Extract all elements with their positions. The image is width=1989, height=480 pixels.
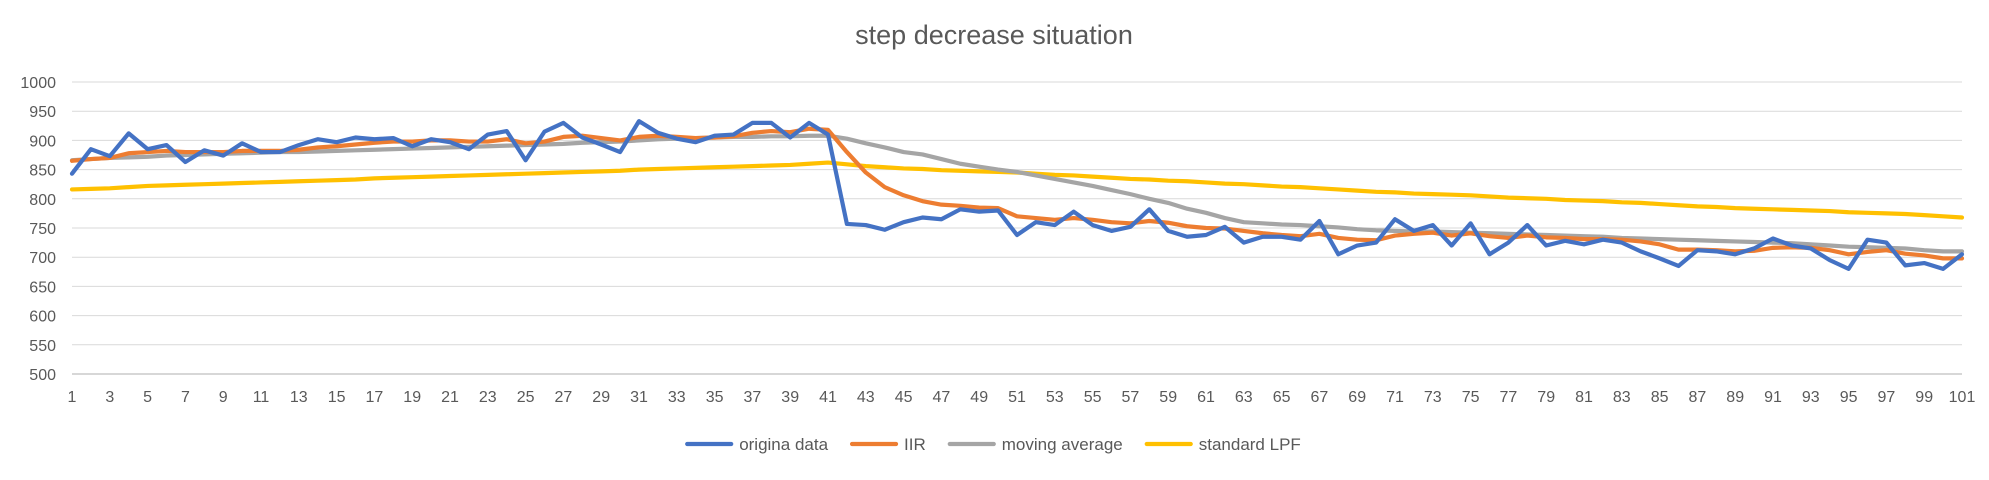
y-tick-label: 800 [29, 192, 56, 209]
x-tick-label: 97 [1878, 389, 1896, 406]
y-tick-label: 600 [29, 309, 56, 326]
x-tick-label: 79 [1537, 389, 1555, 406]
x-tick-label: 7 [181, 389, 190, 406]
x-tick-label: 3 [105, 389, 114, 406]
x-tick-label: 19 [403, 389, 421, 406]
y-tick-label: 550 [29, 338, 56, 355]
x-tick-label: 61 [1197, 389, 1215, 406]
x-tick-label: 43 [857, 389, 875, 406]
y-tick-label: 650 [29, 279, 56, 296]
x-tick-label: 21 [441, 389, 459, 406]
legend-item: standard LPF [1144, 435, 1301, 454]
x-tick-label: 15 [328, 389, 346, 406]
x-tick-label: 55 [1084, 389, 1102, 406]
x-tick-label: 49 [970, 389, 988, 406]
legend: origina data IIR moving average standard LP… [685, 435, 1301, 454]
series-line-moving-average [69, 133, 1965, 254]
y-tick-label: 500 [29, 367, 56, 384]
legend-item: origina data [685, 435, 829, 454]
x-tick-label: 59 [1159, 389, 1177, 406]
y-tick-label: 850 [29, 163, 56, 180]
x-tick-label: 53 [1046, 389, 1064, 406]
series-line-iir [69, 126, 1965, 261]
legend-label: standard LPF [1199, 435, 1301, 454]
x-tick-label: 47 [933, 389, 951, 406]
gridlines [72, 81, 1962, 375]
x-tick-label: 25 [517, 389, 535, 406]
x-tick-label: 73 [1424, 389, 1442, 406]
x-axis-tick-labels: 1 3 5 7 9 11 13 15 17 19 21 23 25 27 29 31 33 35 37 39 41 43 4… [68, 389, 1976, 406]
x-tick-label: 27 [555, 389, 573, 406]
x-tick-label: 75 [1462, 389, 1480, 406]
x-tick-label: 17 [366, 389, 384, 406]
x-tick-label: 91 [1764, 389, 1782, 406]
y-tick-label: 950 [29, 104, 56, 121]
y-tick-label: 900 [29, 133, 56, 150]
y-tick-label: 700 [29, 250, 56, 267]
x-tick-label: 9 [219, 389, 228, 406]
x-tick-label: 83 [1613, 389, 1631, 406]
y-tick-label: 1000 [20, 75, 56, 92]
x-tick-label: 77 [1500, 389, 1518, 406]
x-tick-label: 51 [1008, 389, 1026, 406]
x-tick-label: 71 [1386, 389, 1404, 406]
legend-label: origina data [739, 435, 828, 454]
x-tick-label: 23 [479, 389, 497, 406]
series-lines [69, 119, 1965, 271]
x-tick-label: 65 [1273, 389, 1291, 406]
x-tick-label: 85 [1651, 389, 1669, 406]
x-tick-label: 87 [1689, 389, 1707, 406]
x-tick-label: 39 [781, 389, 799, 406]
x-tick-label: 11 [253, 389, 270, 406]
x-tick-label: 93 [1802, 389, 1820, 406]
x-tick-label: 101 [1949, 389, 1976, 406]
x-tick-label: 33 [668, 389, 686, 406]
x-tick-label: 13 [290, 389, 308, 406]
x-tick-label: 81 [1575, 389, 1593, 406]
x-tick-label: 63 [1235, 389, 1253, 406]
x-tick-label: 89 [1726, 389, 1744, 406]
legend-label: IIR [904, 435, 926, 454]
x-tick-label: 95 [1840, 389, 1858, 406]
x-tick-label: 41 [819, 389, 837, 406]
x-tick-label: 67 [1311, 389, 1329, 406]
x-tick-label: 29 [592, 389, 610, 406]
x-tick-label: 99 [1915, 389, 1933, 406]
x-tick-label: 69 [1348, 389, 1366, 406]
y-axis-tick-labels: 500 550 600 650 700 750 800 850 900 950 1000 [20, 75, 56, 384]
x-tick-label: 57 [1122, 389, 1140, 406]
series-line-origina-data [69, 119, 1965, 271]
x-tick-label: 35 [706, 389, 724, 406]
y-tick-label: 750 [29, 221, 56, 238]
legend-label: moving average [1002, 435, 1123, 454]
legend-item: IIR [849, 435, 926, 454]
x-tick-label: 31 [630, 389, 648, 406]
x-tick-label: 5 [143, 389, 152, 406]
x-tick-label: 45 [895, 389, 913, 406]
legend-item: moving average [947, 435, 1123, 454]
x-tick-label: 37 [744, 389, 762, 406]
x-tick-label: 1 [68, 389, 77, 406]
chart-title: step decrease situation [855, 20, 1133, 50]
